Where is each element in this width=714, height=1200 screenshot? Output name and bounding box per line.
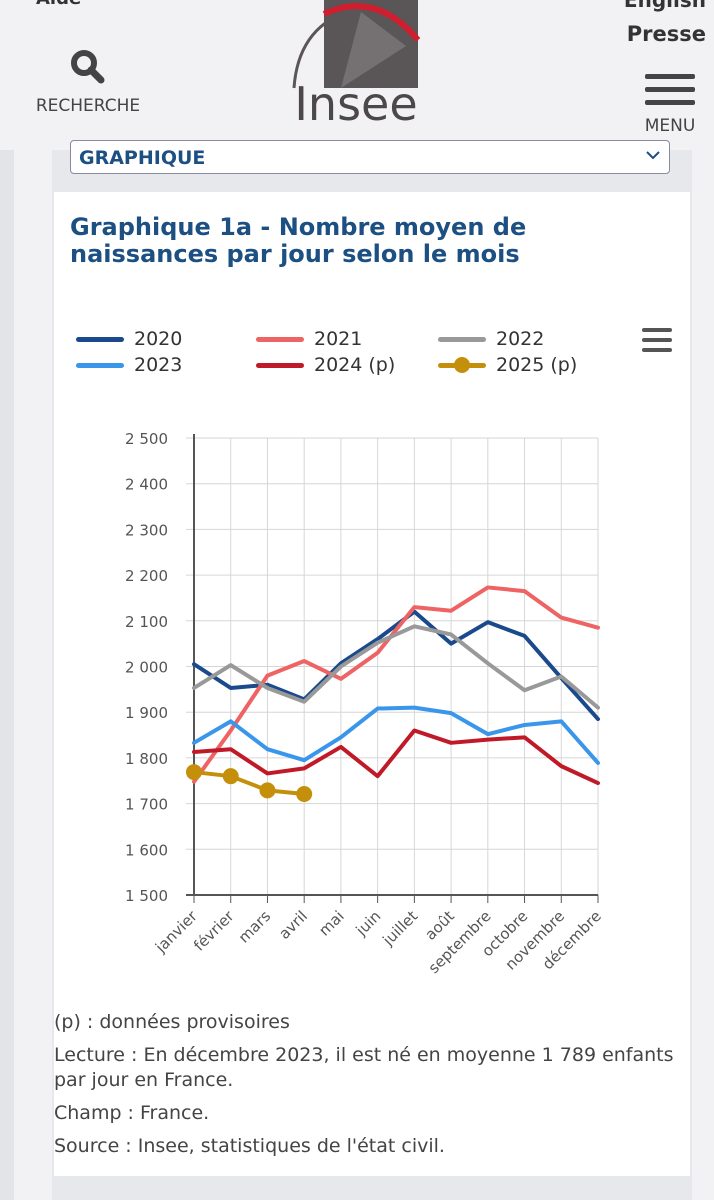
chevron-down-icon xyxy=(646,151,660,160)
series-line-2024 xyxy=(192,728,600,786)
legend-item-2021[interactable]: 2021 xyxy=(256,326,362,352)
x-tick-label: mars xyxy=(235,907,275,947)
note-lecture: Lecture : En décembre 2023, il est né en… xyxy=(54,1044,674,1091)
x-tick-label: mai xyxy=(315,907,348,940)
legend-label: 2023 xyxy=(134,354,183,376)
legend-swatch xyxy=(76,336,124,342)
left-gutter xyxy=(0,150,14,1200)
series-line-2023 xyxy=(192,705,600,765)
y-tick-label: 1 700 xyxy=(125,796,168,814)
legend-item-2025[interactable]: 2025 (p) xyxy=(438,352,577,378)
y-tick-label: 2 300 xyxy=(125,521,168,539)
search-icon xyxy=(71,50,105,84)
chart-menu-icon xyxy=(642,328,672,332)
y-tick-label: 2 000 xyxy=(125,659,168,677)
presse-link[interactable]: Presse xyxy=(626,22,706,46)
chart-title: Graphique 1a - Nombre moyen de naissance… xyxy=(70,213,527,268)
search-label: RECHERCHE xyxy=(35,96,141,116)
legend-item-2024[interactable]: 2024 (p) xyxy=(256,352,395,378)
legend-label: 2021 xyxy=(314,328,363,350)
logo-wordmark: Insee xyxy=(294,77,417,128)
legend-item-2023[interactable]: 2023 xyxy=(76,352,182,378)
legend-swatch xyxy=(438,336,486,342)
x-tick-label: janvier xyxy=(151,907,201,957)
y-tick-label: 1 900 xyxy=(125,704,168,722)
chart-notes: (p) : données provisoires Lecture : En d… xyxy=(54,1010,690,1167)
y-tick-label: 2 400 xyxy=(125,476,168,494)
x-tick-label: février xyxy=(190,907,238,955)
x-tick-label: avril xyxy=(275,907,311,943)
note-source: Source : Insee, statistiques de l'état c… xyxy=(54,1135,445,1157)
y-tick-label: 1 600 xyxy=(125,841,168,859)
view-select[interactable]: GRAPHIQUE xyxy=(70,140,670,174)
menu-label: MENU xyxy=(644,116,696,136)
legend-item-2020[interactable]: 2020 xyxy=(76,326,182,352)
series-line-2022 xyxy=(192,624,600,710)
x-tick-label: juillet xyxy=(379,907,422,950)
legend-label: 2022 xyxy=(496,328,545,350)
chart-card: Graphique 1a - Nombre moyen de naissance… xyxy=(54,192,690,1176)
help-link[interactable]: Aide xyxy=(36,0,81,9)
data-point-2025 xyxy=(186,764,202,781)
y-tick-label: 1 800 xyxy=(125,750,168,768)
y-tick-label: 2 100 xyxy=(125,613,168,631)
y-tick-label: 2 500 xyxy=(125,430,168,448)
english-link[interactable]: English xyxy=(623,0,706,12)
legend-item-2022[interactable]: 2022 xyxy=(438,326,544,352)
y-tick-label: 1 500 xyxy=(125,887,168,905)
data-point-2025 xyxy=(222,768,239,785)
legend-swatch xyxy=(256,336,304,342)
data-point-2025 xyxy=(259,782,276,799)
data-point-2025 xyxy=(296,786,313,803)
search-button[interactable]: RECHERCHE xyxy=(32,48,144,116)
chart-menu-button[interactable] xyxy=(642,328,672,354)
legend-label: 2024 (p) xyxy=(314,354,396,376)
y-tick-label: 2 200 xyxy=(125,567,168,585)
insee-logo[interactable]: Insee xyxy=(286,0,426,131)
legend-label: 2025 (p) xyxy=(496,354,578,376)
view-select-value: GRAPHIQUE xyxy=(79,147,206,169)
note-provisional: (p) : données provisoires xyxy=(54,1011,290,1033)
legend-label: 2020 xyxy=(134,328,183,350)
hamburger-icon xyxy=(645,74,695,105)
legend-swatch xyxy=(76,362,124,368)
note-champ: Champ : France. xyxy=(54,1102,210,1124)
menu-button[interactable]: MENU xyxy=(640,74,700,136)
series-line-2025 xyxy=(192,770,307,797)
legend-swatch xyxy=(256,362,304,368)
site-header: Aide English Presse RECHERCHE Insee MENU xyxy=(0,0,714,150)
legend-marker xyxy=(454,356,470,373)
legend-swatch xyxy=(438,356,486,373)
line-chart: 1 500 1 600 1 700 1 800 1 900 2 000 2 100 2 200… xyxy=(125,430,605,977)
logo-emblem-icon xyxy=(292,0,421,89)
